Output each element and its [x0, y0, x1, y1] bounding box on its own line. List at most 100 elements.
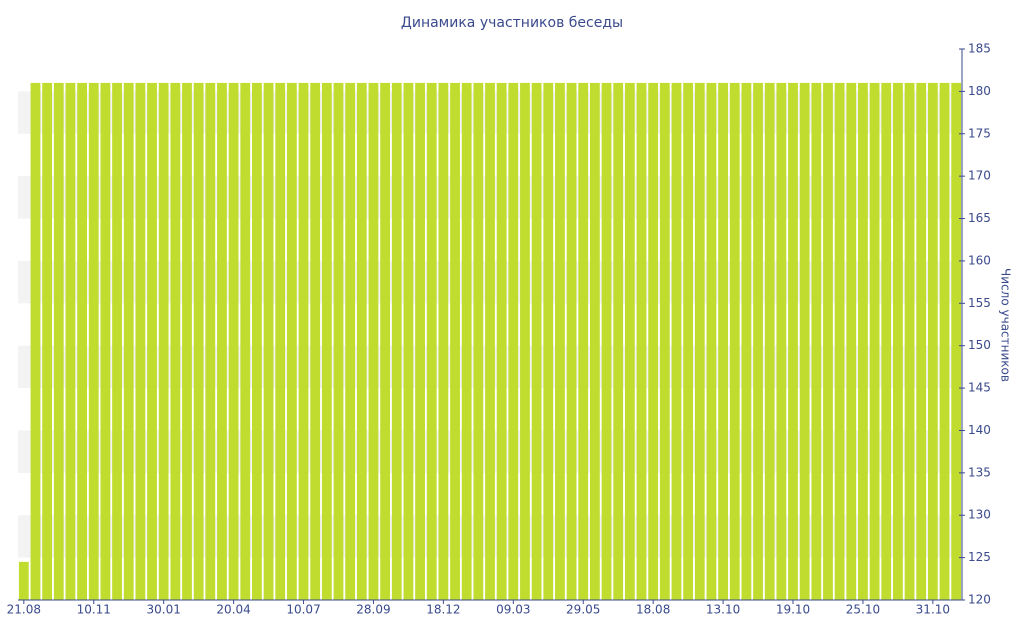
bar: [275, 82, 286, 600]
bar: [904, 82, 915, 600]
bar: [485, 82, 495, 600]
bar: [531, 82, 542, 600]
y-tick-label: 175: [968, 126, 991, 140]
x-tick-label: 30.01: [146, 603, 180, 617]
bar: [42, 82, 53, 600]
x-tick-label: 18.08: [636, 603, 670, 617]
bar: [368, 82, 379, 600]
bar: [217, 82, 227, 600]
bar: [135, 82, 146, 600]
bar: [205, 82, 216, 600]
y-tick-label: 120: [968, 593, 991, 607]
bar: [927, 82, 938, 600]
x-tick-label: 31.10: [916, 603, 950, 617]
bar: [415, 82, 425, 600]
x-tick-label: 20.04: [216, 603, 250, 617]
bar: [170, 82, 181, 600]
bar: [356, 82, 367, 600]
bar: [403, 82, 414, 600]
bar: [53, 82, 64, 600]
bar: [123, 82, 134, 600]
y-tick-label: 140: [968, 423, 991, 437]
y-tick-label: 165: [968, 211, 991, 225]
y-tick-label: 170: [968, 169, 991, 183]
bar: [391, 82, 402, 600]
bar: [286, 82, 297, 600]
y-tick-label: 185: [968, 42, 991, 56]
bar: [776, 82, 787, 600]
x-tick-label: 10.11: [77, 603, 111, 617]
bar: [893, 82, 903, 600]
x-tick-label: 19.10: [776, 603, 810, 617]
bar: [624, 82, 635, 600]
bar: [438, 82, 449, 600]
bar: [706, 82, 717, 600]
bar: [100, 82, 111, 600]
x-tick-label: 28.09: [356, 603, 390, 617]
bar: [578, 82, 589, 600]
bar: [65, 82, 76, 600]
bar: [182, 82, 192, 600]
chart-title: Динамика участников беседы: [401, 15, 623, 31]
bar: [671, 82, 682, 600]
bar: [496, 82, 507, 600]
x-tick-label: 21.08: [7, 603, 41, 617]
bar: [18, 561, 29, 600]
bar: [659, 82, 670, 600]
bar: [88, 82, 99, 600]
bar: [240, 82, 251, 600]
bar: [543, 82, 554, 600]
bar: [310, 82, 321, 600]
bar: [648, 82, 659, 600]
bar: [881, 82, 892, 600]
bar: [939, 82, 950, 600]
bar: [345, 82, 356, 600]
bar: [823, 82, 833, 600]
bar: [263, 82, 274, 600]
bar: [858, 82, 868, 600]
x-tick-label: 29.05: [566, 603, 600, 617]
bar: [333, 82, 344, 600]
x-tick-label: 25.10: [846, 603, 880, 617]
x-tick-label: 09.03: [496, 603, 530, 617]
bar: [718, 82, 728, 600]
bar: [951, 82, 962, 600]
y-tick-label: 160: [968, 253, 991, 267]
bar: [30, 82, 41, 600]
bar: [252, 82, 262, 600]
bar: [694, 82, 705, 600]
bar: [461, 82, 472, 600]
bar: [555, 82, 565, 600]
bar: [811, 82, 822, 600]
y-tick-label: 130: [968, 508, 991, 522]
bar: [228, 82, 239, 600]
bar: [799, 82, 810, 600]
bar: [158, 82, 169, 600]
bar: [566, 82, 577, 600]
x-tick-label: 18.12: [426, 603, 460, 617]
bar: [77, 82, 87, 600]
bar: [426, 82, 437, 600]
bar: [321, 82, 332, 600]
bar: [846, 82, 857, 600]
y-tick-label: 150: [968, 338, 991, 352]
bar: [520, 82, 530, 600]
bar: [729, 82, 740, 600]
bar: [112, 82, 122, 600]
bar: [764, 82, 775, 600]
x-tick-label: 13.10: [706, 603, 740, 617]
y-tick-label: 155: [968, 296, 991, 310]
bar: [741, 82, 752, 600]
bar: [450, 82, 460, 600]
bar: [298, 82, 309, 600]
bar: [683, 82, 694, 600]
bar: [473, 82, 484, 600]
bar: [788, 82, 798, 600]
y-tick-label: 125: [968, 550, 991, 564]
bar: [380, 82, 391, 600]
bar: [636, 82, 647, 600]
y-tick-label: 135: [968, 465, 991, 479]
bar: [601, 82, 612, 600]
bar: [613, 82, 624, 600]
